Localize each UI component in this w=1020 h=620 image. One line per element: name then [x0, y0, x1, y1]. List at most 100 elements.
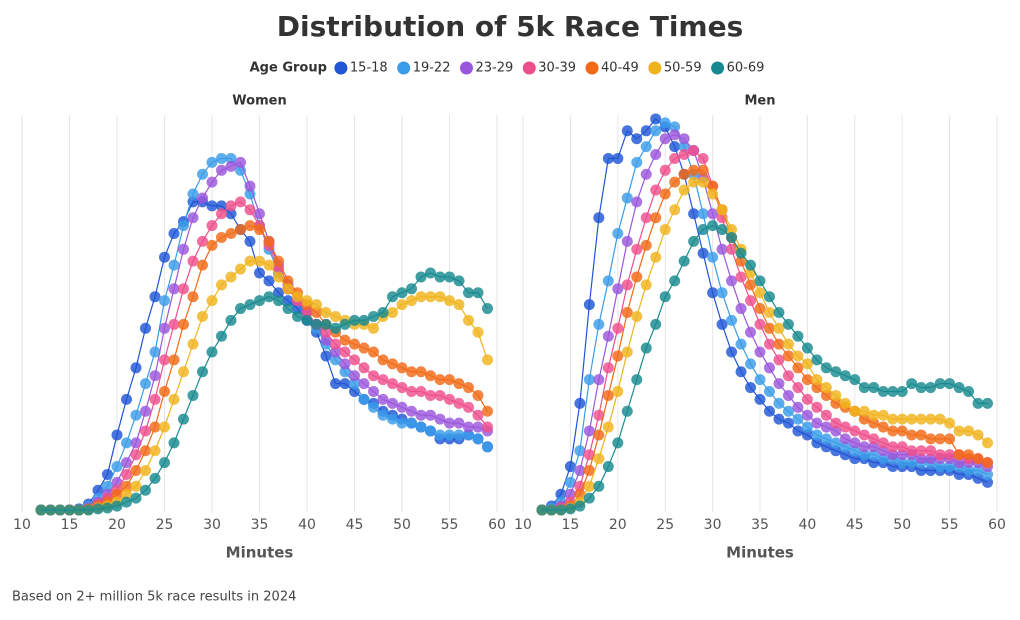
- data-point: [697, 224, 709, 236]
- data-point: [583, 449, 595, 461]
- data-point: [244, 255, 256, 267]
- data-point: [130, 409, 142, 421]
- data-point: [982, 468, 994, 480]
- data-point: [130, 465, 142, 476]
- data-point: [688, 176, 700, 188]
- data-point: [583, 299, 595, 311]
- data-point: [868, 409, 880, 421]
- data-point: [934, 449, 946, 461]
- legend-label: 60-69: [727, 61, 765, 76]
- data-point: [330, 338, 341, 350]
- data-point: [745, 358, 757, 370]
- legend-swatch: [585, 61, 599, 75]
- data-point: [631, 374, 643, 386]
- data-point: [168, 318, 180, 330]
- data-point: [159, 457, 170, 469]
- data-point: [811, 401, 823, 413]
- data-point: [159, 386, 170, 397]
- data-point: [453, 417, 465, 429]
- data-point: [130, 362, 142, 374]
- data-point: [225, 160, 237, 172]
- data-point: [811, 382, 823, 394]
- data-point: [320, 326, 332, 338]
- data-point: [273, 295, 284, 307]
- data-point: [782, 370, 794, 382]
- data-point: [621, 125, 633, 137]
- data-point: [896, 386, 908, 397]
- data-point: [225, 271, 237, 283]
- data-point: [963, 425, 975, 437]
- data-point: [244, 299, 256, 311]
- data-point: [716, 318, 728, 330]
- data-point: [612, 283, 624, 295]
- data-point: [887, 441, 899, 453]
- data-point: [330, 310, 341, 322]
- data-point: [463, 314, 474, 326]
- x-tick-label: 25: [156, 517, 174, 533]
- data-point: [868, 382, 880, 394]
- data-point: [640, 141, 652, 153]
- data-point: [735, 303, 747, 315]
- data-point: [235, 196, 246, 208]
- data-point: [602, 389, 614, 401]
- data-point: [140, 405, 151, 417]
- data-point: [216, 279, 227, 291]
- data-point: [792, 382, 804, 394]
- panel-title: Women: [232, 94, 286, 109]
- legend-label: 40-49: [601, 61, 639, 76]
- data-point: [659, 164, 671, 176]
- data-point: [83, 504, 94, 516]
- data-point: [593, 429, 605, 441]
- data-point: [773, 338, 785, 350]
- data-point: [187, 255, 199, 267]
- data-point: [64, 504, 75, 516]
- data-point: [640, 279, 652, 291]
- data-point: [178, 220, 189, 232]
- data-point: [631, 310, 643, 322]
- data-point: [574, 445, 586, 457]
- data-point: [716, 204, 728, 216]
- data-point: [631, 133, 643, 145]
- data-point: [763, 362, 775, 374]
- data-point: [621, 405, 633, 417]
- data-point: [254, 295, 265, 307]
- data-point: [925, 413, 937, 425]
- data-point: [320, 307, 332, 318]
- data-point: [963, 386, 975, 397]
- data-point: [830, 425, 842, 437]
- data-point: [697, 152, 709, 164]
- data-point: [406, 366, 417, 378]
- data-point: [820, 433, 832, 445]
- data-point: [858, 405, 870, 417]
- data-point: [396, 299, 408, 311]
- data-point: [482, 405, 493, 417]
- data-point: [349, 354, 360, 366]
- data-point: [707, 180, 719, 192]
- legend-swatch: [648, 61, 662, 75]
- data-point: [178, 366, 189, 378]
- data-point: [754, 275, 766, 287]
- data-point: [358, 314, 370, 326]
- data-point: [858, 449, 870, 461]
- data-point: [320, 334, 332, 346]
- data-point: [839, 370, 851, 382]
- data-point: [612, 437, 624, 449]
- data-point: [453, 299, 465, 311]
- data-point: [726, 314, 738, 326]
- legend: Age Group 15-18 19-22 23-29 30-39 40-49 50-59…: [250, 61, 765, 76]
- data-point: [640, 125, 652, 137]
- data-point: [235, 263, 246, 275]
- data-point: [206, 346, 218, 358]
- data-point: [235, 164, 246, 176]
- data-point: [358, 393, 370, 405]
- data-point: [953, 449, 965, 461]
- data-point: [887, 425, 899, 437]
- data-point: [225, 208, 237, 220]
- data-point: [925, 445, 937, 457]
- data-point: [896, 457, 908, 469]
- data-point: [463, 287, 474, 299]
- data-point: [463, 429, 474, 441]
- data-point: [292, 303, 303, 315]
- data-point: [282, 283, 294, 295]
- data-point: [849, 453, 861, 465]
